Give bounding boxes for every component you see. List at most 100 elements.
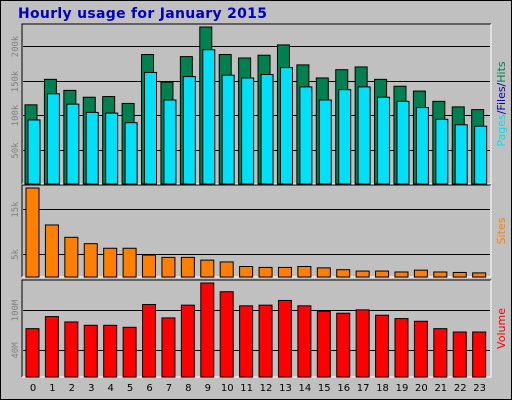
files-bar bbox=[474, 125, 488, 185]
files-bar bbox=[357, 86, 371, 185]
files-bar bbox=[221, 74, 235, 185]
files-bar bbox=[318, 99, 332, 185]
hour-label: 16 bbox=[337, 383, 350, 394]
panel-border-dark bbox=[21, 184, 491, 277]
volume-bar bbox=[25, 328, 40, 378]
hour-label: 15 bbox=[318, 383, 331, 394]
series-side-label: Pages/Files/Hits bbox=[495, 61, 508, 147]
files-bar bbox=[338, 89, 352, 185]
y-tick-label: 200k bbox=[11, 35, 21, 57]
files-bar bbox=[279, 67, 293, 185]
y-tick-label: 50k bbox=[11, 142, 21, 159]
volume-bar bbox=[297, 305, 312, 378]
sites-bar bbox=[355, 270, 370, 278]
hour-label: 9 bbox=[205, 383, 211, 394]
sites-bar bbox=[375, 270, 390, 278]
sites-bar bbox=[103, 247, 118, 278]
volume-bar bbox=[258, 304, 273, 378]
volume-bar bbox=[122, 326, 137, 378]
files-bar bbox=[182, 76, 196, 185]
files-bar bbox=[299, 86, 313, 185]
volume-bar bbox=[375, 314, 390, 378]
y-tick-label: 150k bbox=[11, 70, 21, 92]
hour-label: 7 bbox=[166, 383, 172, 394]
sites-bar bbox=[336, 269, 351, 278]
volume-bar bbox=[161, 317, 176, 378]
volume-bar bbox=[336, 312, 351, 378]
files-bar bbox=[105, 112, 119, 185]
sites-bar bbox=[180, 256, 195, 278]
sites-panel: 5k 15k Sites bbox=[11, 184, 508, 278]
files-bar bbox=[435, 118, 449, 185]
volume-bar bbox=[316, 310, 331, 378]
hour-label: 18 bbox=[376, 383, 389, 394]
sites-bar bbox=[161, 256, 176, 278]
series-side-label-part: Volume bbox=[495, 308, 508, 349]
files-bar bbox=[377, 96, 391, 185]
hour-label: 12 bbox=[260, 383, 273, 394]
hour-label: 20 bbox=[415, 383, 428, 394]
hour-label: 13 bbox=[279, 383, 292, 394]
panel-border-dark bbox=[21, 279, 491, 377]
hour-label: 4 bbox=[107, 383, 113, 394]
panel-border-dark bbox=[21, 23, 491, 184]
hour-label: 11 bbox=[240, 383, 253, 394]
hour-label: 0 bbox=[30, 383, 36, 394]
hour-label: 6 bbox=[146, 383, 152, 394]
volume-bar bbox=[452, 331, 467, 378]
series-side-label-part: Sites bbox=[495, 217, 508, 244]
series-side-label-part: Files bbox=[495, 86, 508, 110]
hour-label: 2 bbox=[69, 383, 75, 394]
panel-background bbox=[22, 24, 491, 184]
hour-label: 23 bbox=[473, 383, 486, 394]
sites-bar bbox=[83, 243, 98, 278]
series-side-label-part: / bbox=[495, 110, 508, 114]
files-bar bbox=[260, 74, 274, 185]
files-bar bbox=[124, 122, 138, 185]
series-side-label-part: / bbox=[495, 82, 508, 86]
hits-files-panel: 50k 100k 150k 200k Pages/Files/Hits bbox=[11, 23, 508, 185]
files-bar bbox=[241, 77, 255, 185]
series-side-label: Sites bbox=[495, 217, 508, 244]
volume-bar bbox=[433, 328, 448, 378]
sites-bar bbox=[122, 247, 137, 278]
series-side-label: Volume bbox=[495, 308, 508, 349]
volume-bar bbox=[103, 324, 118, 378]
sites-bar bbox=[239, 266, 254, 278]
hour-label: 22 bbox=[454, 383, 467, 394]
hour-label: 19 bbox=[396, 383, 409, 394]
sites-bar bbox=[297, 266, 312, 278]
volume-bar bbox=[413, 320, 428, 378]
y-tick-label: 15k bbox=[11, 201, 21, 218]
files-bar bbox=[202, 49, 216, 185]
sites-bar bbox=[316, 267, 331, 278]
files-bar bbox=[27, 119, 41, 185]
hour-label: 3 bbox=[88, 383, 94, 394]
volume-bar bbox=[83, 324, 98, 378]
hour-label: 8 bbox=[185, 383, 191, 394]
files-bar bbox=[144, 71, 158, 185]
sites-bar bbox=[472, 272, 487, 278]
sites-bar bbox=[142, 254, 157, 278]
panel-background bbox=[22, 280, 491, 377]
hour-label: 1 bbox=[49, 383, 55, 394]
sites-bar bbox=[433, 271, 448, 278]
sites-bar bbox=[413, 269, 428, 278]
panel-border-light bbox=[22, 280, 492, 378]
y-tick-label: 5k bbox=[11, 249, 21, 260]
sites-bar bbox=[452, 271, 467, 278]
volume-bar bbox=[219, 291, 234, 378]
y-tick-label: 100M bbox=[11, 299, 21, 321]
volume-bar bbox=[44, 316, 59, 378]
panel-background bbox=[22, 185, 491, 277]
chart-title: Hourly usage for January 2015 bbox=[18, 6, 268, 22]
volume-bar bbox=[180, 304, 195, 378]
volume-bar bbox=[142, 303, 157, 378]
y-tick-label: 100k bbox=[11, 104, 21, 126]
volume-bar bbox=[64, 321, 79, 378]
volume-bar bbox=[200, 282, 215, 378]
hour-label: 5 bbox=[127, 383, 133, 394]
volume-panel: 40M 100M Volume bbox=[11, 279, 508, 378]
volume-bar bbox=[472, 331, 487, 378]
